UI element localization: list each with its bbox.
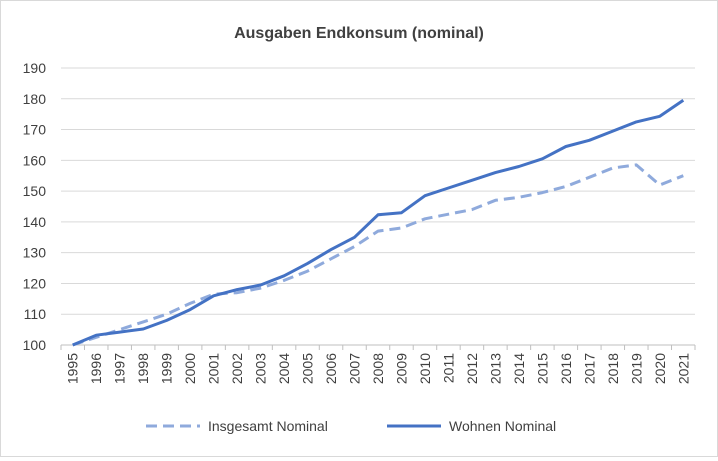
y-tick-label-160: 160 xyxy=(23,152,47,168)
x-tick-label-2016: 2016 xyxy=(558,353,574,384)
x-tick-label-2005: 2005 xyxy=(300,353,316,384)
x-tick-label-2018: 2018 xyxy=(605,353,621,384)
x-tick-label-2003: 2003 xyxy=(253,353,269,384)
x-tick-label-2012: 2012 xyxy=(464,353,480,384)
x-tick-label-2014: 2014 xyxy=(511,353,527,384)
x-tick-label-2002: 2002 xyxy=(229,353,245,384)
y-tick-label-130: 130 xyxy=(23,245,47,261)
legend-label-insgesamt-nominal: Insgesamt Nominal xyxy=(208,418,328,434)
series-lines xyxy=(72,99,685,347)
series-line-insgesamt-nominal xyxy=(72,163,684,347)
x-tick-label-1999: 1999 xyxy=(159,353,175,384)
legend-label-wohnen-nominal: Wohnen Nominal xyxy=(449,418,556,434)
y-tick-label-150: 150 xyxy=(23,183,47,199)
x-tick-label-2010: 2010 xyxy=(417,353,433,384)
y-tick-label-140: 140 xyxy=(23,214,47,230)
x-tick-label-1998: 1998 xyxy=(135,353,151,384)
x-tick-label-2015: 2015 xyxy=(534,353,550,384)
x-tick-label-1995: 1995 xyxy=(65,353,81,384)
y-tick-label-180: 180 xyxy=(23,91,47,107)
x-tick-label-2017: 2017 xyxy=(581,353,597,384)
x-tick-label-2001: 2001 xyxy=(206,353,222,384)
series-line-wohnen-nominal xyxy=(72,99,685,347)
y-tick-label-110: 110 xyxy=(24,306,47,322)
x-tick-label-2007: 2007 xyxy=(347,353,363,384)
gridlines xyxy=(60,67,696,350)
legend: Insgesamt Nominal Wohnen Nominal xyxy=(146,418,556,434)
y-tick-label-100: 100 xyxy=(23,337,47,353)
chart-title: Ausgaben Endkonsum (nominal) xyxy=(234,25,484,42)
x-tick-label-2004: 2004 xyxy=(276,353,292,384)
x-tick-label-2013: 2013 xyxy=(487,353,503,384)
y-tick-label-190: 190 xyxy=(23,60,47,76)
y-tick-label-170: 170 xyxy=(23,122,47,138)
y-axis-tick-labels: 100 110 120 130 140 150 160 170 180 190 xyxy=(23,60,47,353)
x-tick-label-2021: 2021 xyxy=(675,353,691,384)
x-axis-tick-labels: 1995 1996 1997 1998 1999 2000 2001 2002 2003 2004… xyxy=(65,353,692,384)
x-tick-label-2006: 2006 xyxy=(323,353,339,384)
y-tick-label-120: 120 xyxy=(23,275,47,291)
x-tick-label-2019: 2019 xyxy=(628,353,644,384)
x-tick-label-1997: 1997 xyxy=(112,353,128,384)
x-tick-label-1996: 1996 xyxy=(88,353,104,384)
x-tick-label-2008: 2008 xyxy=(370,353,386,384)
x-tick-label-2020: 2020 xyxy=(652,353,668,384)
x-tick-label-2009: 2009 xyxy=(393,353,409,384)
x-tick-label-2011: 2011 xyxy=(440,353,456,383)
x-tick-label-2000: 2000 xyxy=(182,353,198,384)
